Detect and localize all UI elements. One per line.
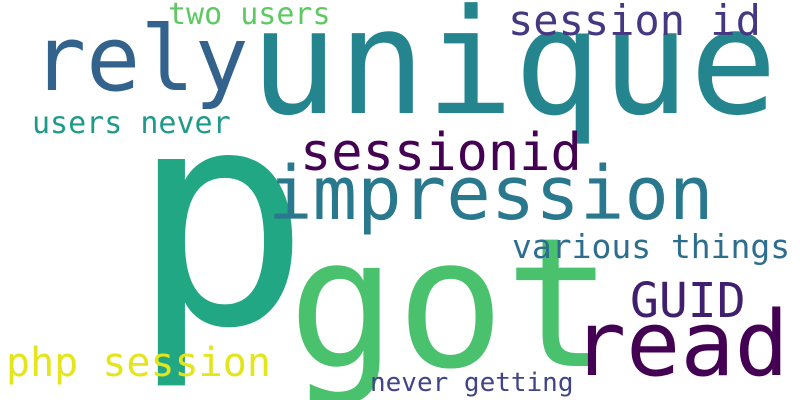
word-unique: unique: [250, 0, 778, 148]
word-read: read: [572, 292, 789, 397]
word-various-things: various things: [512, 227, 791, 266]
word-php-session: php session: [6, 340, 271, 386]
word-sessionid: sessionid: [300, 123, 582, 183]
word-never-getting: never getting: [370, 368, 574, 398]
word-got: got: [288, 200, 614, 400]
word-users-never: users never: [32, 106, 231, 141]
word-p: p: [130, 45, 311, 394]
word-guid: GUID: [630, 273, 746, 329]
word-two-users: two users: [168, 0, 331, 32]
word-session-id: session id: [508, 0, 761, 45]
word-impression: impression: [268, 151, 714, 237]
word-rely: rely: [32, 7, 249, 112]
